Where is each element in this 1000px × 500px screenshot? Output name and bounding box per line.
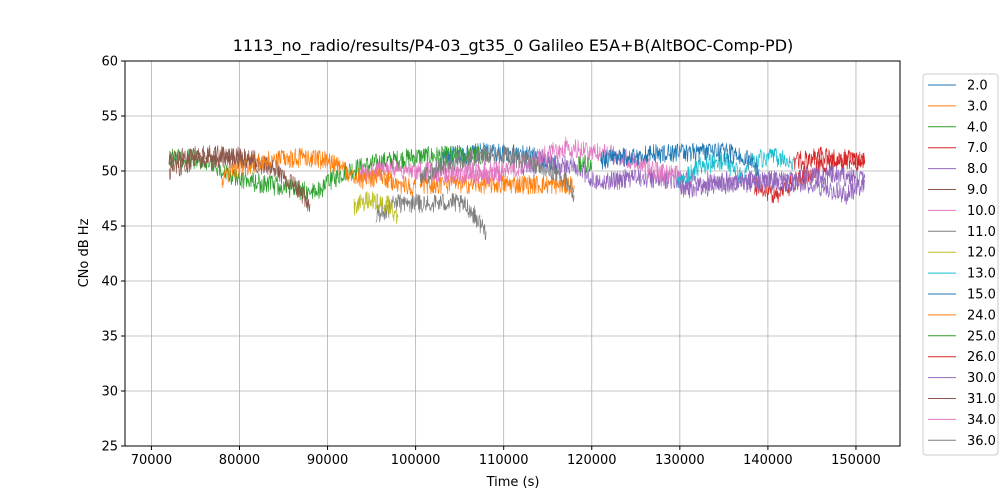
chart-title: 1113_no_radio/results/P4-03_gt35_0 Galil… [233, 36, 794, 56]
series-line [419, 145, 575, 203]
legend-entry: 8.0 [928, 162, 988, 177]
legend-label: 26.0 [967, 350, 996, 365]
series-line [600, 142, 760, 178]
series-line [450, 160, 504, 183]
legend-entry: 11.0 [928, 225, 996, 240]
x-tick-label: 140000 [743, 453, 793, 468]
series-line [793, 146, 866, 171]
x-tick-label: 110000 [479, 453, 529, 468]
x-tick-label: 70000 [131, 453, 172, 468]
legend-label: 2.0 [967, 79, 988, 94]
legend-entry: 26.0 [928, 350, 996, 365]
series-line [168, 145, 487, 202]
legend-entry: 15.0 [928, 288, 996, 303]
legend-label: 30.0 [967, 371, 996, 386]
x-axis-ticks: 70000 80000 90000 100000 110000 120000 130000 1… [131, 446, 881, 468]
legend-entry: 13.0 [928, 267, 996, 282]
legend-label: 25.0 [967, 329, 996, 344]
legend-entry: 30.0 [928, 371, 996, 386]
series-line [578, 154, 593, 174]
legend-entry: 10.0 [928, 204, 996, 219]
series-line [375, 192, 487, 241]
x-tick-label: 80000 [219, 453, 260, 468]
legend-label: 13.0 [967, 267, 996, 282]
x-tick-label: 100000 [391, 453, 441, 468]
series-line [679, 165, 866, 199]
y-tick-label: 40 [101, 275, 118, 290]
y-tick-label: 25 [101, 440, 118, 455]
x-tick-label: 150000 [831, 453, 881, 468]
legend-label: 8.0 [967, 162, 988, 177]
legend-label: 10.0 [967, 204, 996, 219]
legend-entry: 31.0 [928, 392, 996, 407]
legend-label: 24.0 [967, 308, 996, 323]
plot-area-frame [124, 60, 901, 447]
x-tick-label: 130000 [655, 453, 705, 468]
x-axis-label: Time (s) [486, 475, 540, 490]
legend-label: 31.0 [967, 392, 996, 407]
y-axis-label: CNo dB Hz [77, 218, 92, 287]
series-line [677, 147, 795, 191]
x-tick-label: 120000 [567, 453, 617, 468]
legend-entry: 3.0 [928, 99, 988, 114]
legend-entry: 2.0 [928, 79, 988, 94]
legend-entry: 34.0 [928, 413, 996, 428]
y-tick-label: 55 [101, 110, 118, 125]
legend-entry: 12.0 [928, 246, 996, 261]
series-line [221, 147, 416, 196]
legend-entry: 7.0 [928, 141, 988, 156]
legend-label: 4.0 [967, 120, 988, 135]
legend-label: 9.0 [967, 183, 988, 198]
y-tick-label: 50 [101, 165, 118, 180]
legend-entry: 36.0 [928, 434, 996, 449]
legend-label: 34.0 [967, 413, 996, 428]
legend-label: 3.0 [967, 99, 988, 114]
series-line [521, 152, 866, 205]
series-line [168, 145, 258, 170]
y-axis-ticks: 25 30 35 40 45 50 55 60 [101, 55, 125, 455]
legend-label: 7.0 [967, 141, 988, 156]
legend-entry: 4.0 [928, 120, 988, 135]
y-tick-label: 45 [101, 220, 118, 235]
legend-items: 2.0 3.0 4.0 7.0 8.0 9.0 10.0 11.0 12.0 13.0 15.0 24… [928, 79, 996, 449]
y-tick-label: 35 [101, 330, 118, 345]
legend-label: 15.0 [967, 288, 996, 303]
series-line [353, 191, 399, 224]
legend-label: 12.0 [967, 246, 996, 261]
x-tick-label: 90000 [307, 453, 348, 468]
legend-label: 11.0 [967, 225, 996, 240]
legend-box [922, 73, 999, 456]
series-lines [168, 136, 866, 241]
legend-entry: 9.0 [928, 183, 988, 198]
legend-entry: 25.0 [928, 329, 996, 344]
y-tick-label: 30 [101, 385, 118, 400]
legend-entry: 24.0 [928, 308, 996, 323]
legend: 2.0 3.0 4.0 7.0 8.0 9.0 10.0 11.0 12.0 13.0 15.0 24… [922, 73, 999, 456]
legend-label: 36.0 [967, 434, 996, 449]
y-tick-label: 60 [101, 55, 118, 70]
